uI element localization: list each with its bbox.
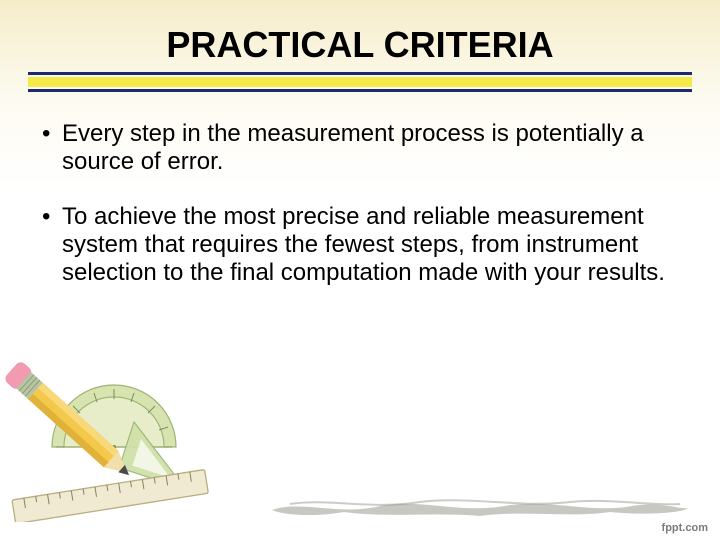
list-item: Every step in the measurement process is… xyxy=(42,120,678,177)
title-rule-yellow xyxy=(28,77,692,87)
measurement-tools-clipart xyxy=(4,352,214,522)
list-item: To achieve the most precise and reliable… xyxy=(42,203,678,288)
content-area: Every step in the measurement process is… xyxy=(0,92,720,288)
grunge-smudge xyxy=(270,492,690,520)
page-title: PRACTICAL CRITERIA xyxy=(0,0,720,72)
title-rule-top xyxy=(28,72,692,75)
brand-watermark: fppt.com xyxy=(662,522,708,534)
bullet-list: Every step in the measurement process is… xyxy=(42,120,678,288)
